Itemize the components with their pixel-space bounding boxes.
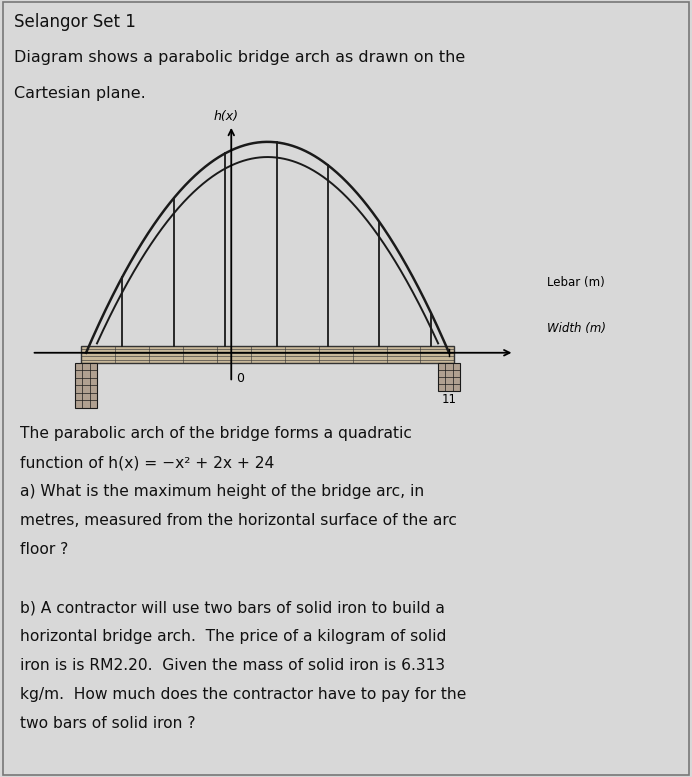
Text: 11: 11: [441, 392, 457, 406]
Text: Cartesian plane.: Cartesian plane.: [14, 86, 145, 102]
Text: Lebar (m): Lebar (m): [547, 276, 604, 289]
Text: 0: 0: [237, 371, 244, 385]
Text: metres, measured from the horizontal surface of the arc: metres, measured from the horizontal sur…: [21, 514, 457, 528]
Text: floor ?: floor ?: [21, 542, 69, 557]
Text: Diagram shows a parabolic bridge arch as drawn on the: Diagram shows a parabolic bridge arch as…: [14, 50, 465, 64]
Text: h(x): h(x): [213, 110, 238, 124]
Text: kg/m.  How much does the contractor have to pay for the: kg/m. How much does the contractor have …: [21, 687, 467, 702]
Text: horizontal bridge arch.  The price of a kilogram of solid: horizontal bridge arch. The price of a k…: [21, 629, 447, 644]
Text: a) What is the maximum height of the bridge arc, in: a) What is the maximum height of the bri…: [21, 484, 425, 500]
Bar: [75, 363, 97, 408]
Text: The parabolic arch of the bridge forms a quadratic: The parabolic arch of the bridge forms a…: [21, 427, 412, 441]
Text: Selangor Set 1: Selangor Set 1: [14, 13, 136, 31]
Bar: [438, 363, 460, 391]
Text: function of h(x) = −x² + 2x + 24: function of h(x) = −x² + 2x + 24: [21, 455, 275, 470]
Text: iron is is RM2.20.  Given the mass of solid iron is 6.313: iron is is RM2.20. Given the mass of sol…: [21, 658, 446, 673]
Bar: [81, 346, 455, 363]
Text: b) A contractor will use two bars of solid iron to build a: b) A contractor will use two bars of sol…: [21, 601, 446, 615]
Text: two bars of solid iron ?: two bars of solid iron ?: [21, 716, 196, 731]
Text: Width (m): Width (m): [547, 322, 606, 336]
